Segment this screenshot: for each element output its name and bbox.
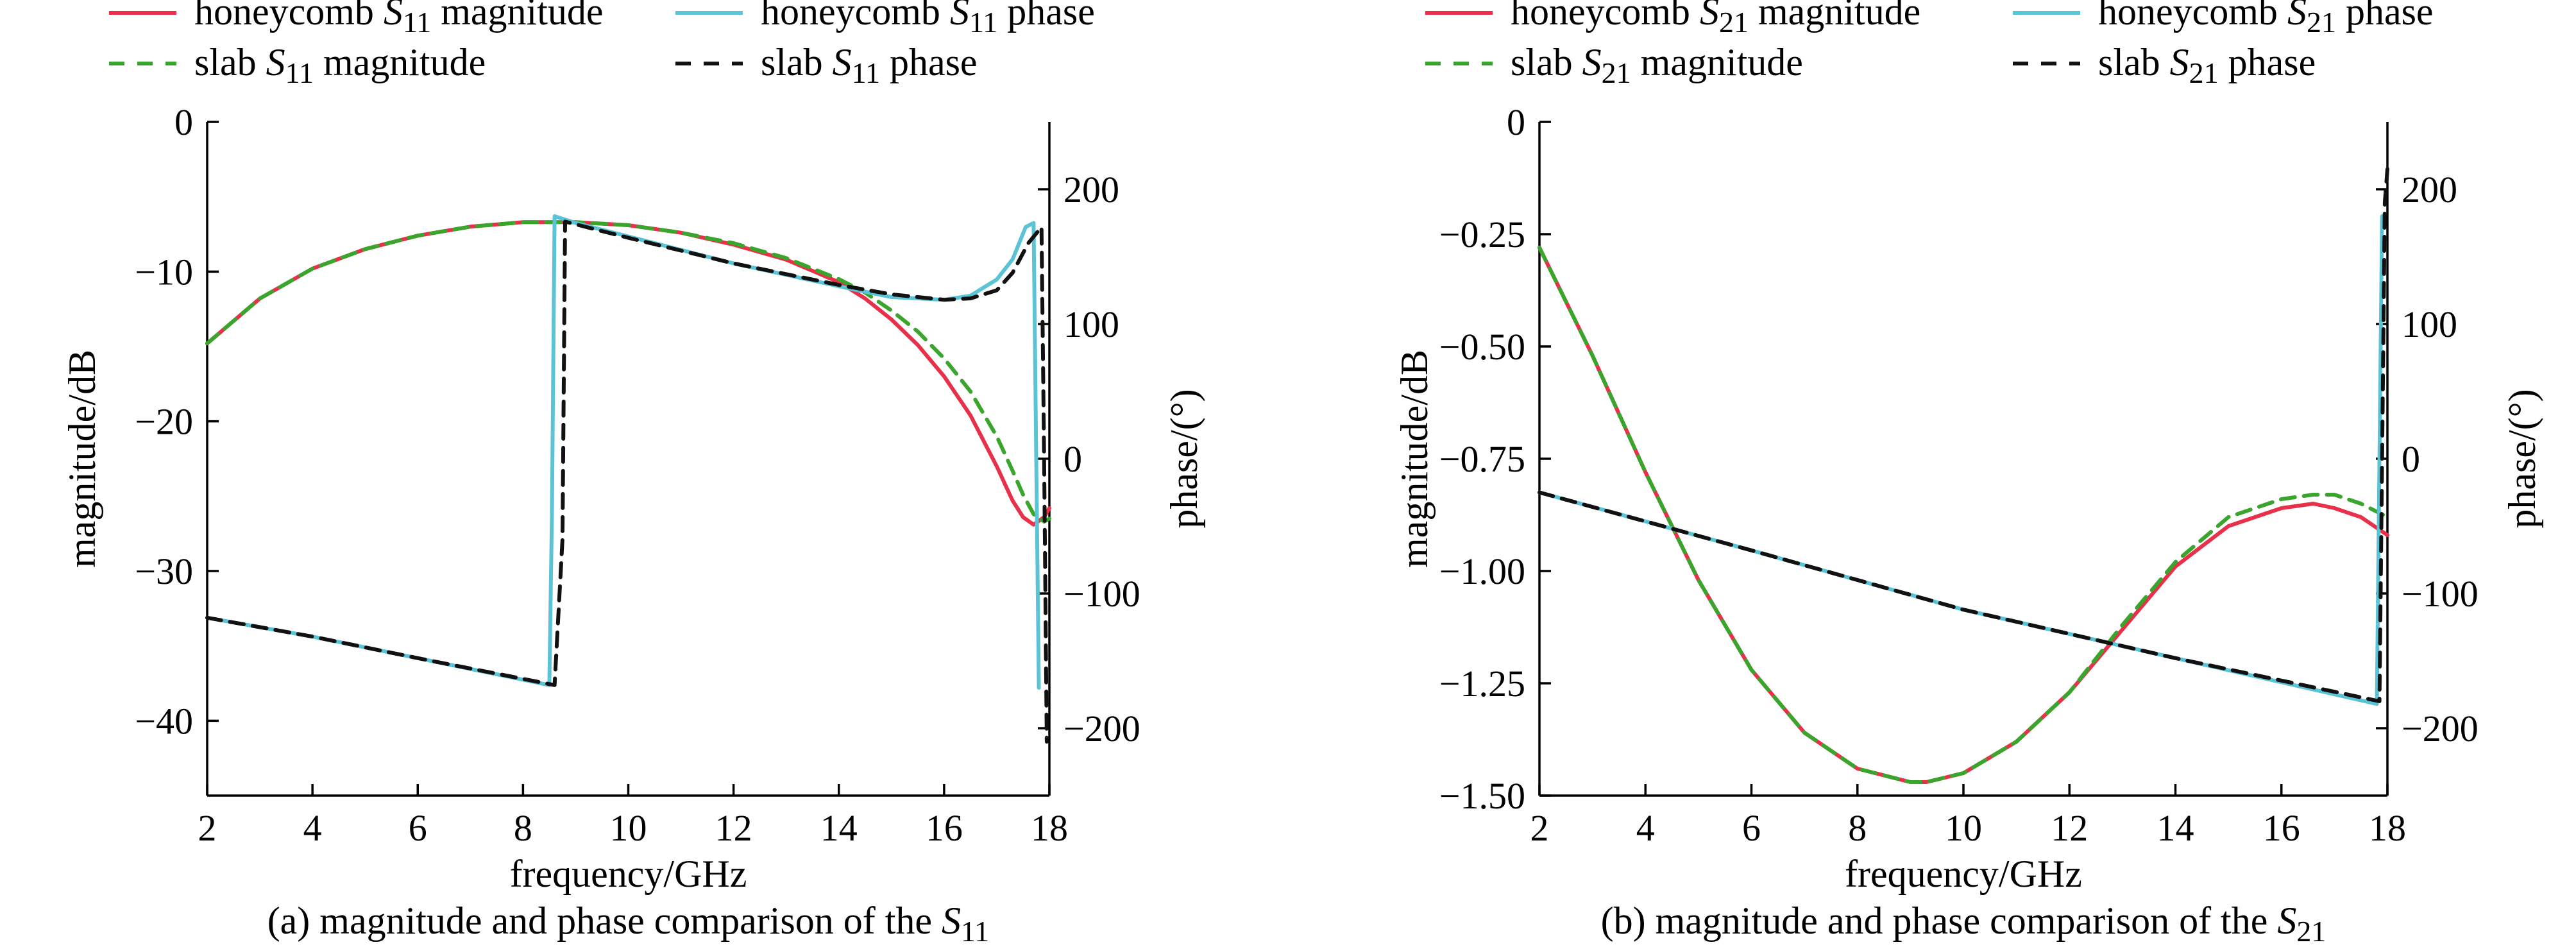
y-tick-label: −0.75 — [1439, 438, 1525, 480]
y-tick-label: −30 — [135, 550, 193, 592]
x-tick-label: 16 — [2263, 807, 2300, 849]
series-line-3 — [205, 219, 1049, 744]
chart-a: 2 4 6 8 10 12 14 16 18 0 −10 −20 −30 −40 200 100 0 −100 −2… — [61, 0, 1205, 947]
y-tick-label: −0.25 — [1439, 214, 1525, 255]
y-tick-label: −0.50 — [1439, 326, 1525, 368]
x-tick-label: 14 — [2157, 807, 2194, 849]
y-tick-label: −20 — [135, 401, 193, 443]
chart-b: 2 4 6 8 10 12 14 16 18 0 −0.25 −0.50 −0.75 −1.00 −1.25… — [1393, 0, 2543, 947]
y2-axis-label: phase/(°) — [2501, 389, 2543, 528]
x-axis-label: frequency/GHz — [1845, 853, 2082, 895]
legend-entry: honeycomb S11 magnitude — [194, 0, 604, 38]
x-tick-label: 12 — [2051, 807, 2088, 849]
x-tick-label: 4 — [1636, 807, 1655, 849]
series-line-0 — [1538, 246, 2389, 784]
x-tick-label: 12 — [715, 807, 752, 849]
series-line-2 — [205, 214, 1041, 690]
series-line-2 — [1538, 214, 2384, 706]
y-tick-label: 0 — [1507, 101, 1525, 143]
legend-entry: honeycomb S21 phase — [2098, 0, 2434, 38]
x-tick-label: 4 — [303, 807, 322, 849]
x-tick-label: 18 — [2369, 807, 2406, 849]
series-line-3 — [1538, 167, 2389, 703]
x-tick-label: 8 — [1848, 807, 1867, 849]
x-tick-label: 2 — [1530, 807, 1549, 849]
x-tick-label: 10 — [610, 807, 647, 849]
series-line-1 — [1538, 246, 2389, 784]
y-tick-label: −1.00 — [1439, 550, 1525, 592]
y-axis-label: magnitude/dB — [1393, 350, 1436, 568]
series-line-1 — [205, 220, 1051, 524]
y2-tick-label: 200 — [2402, 169, 2457, 210]
y2-tick-label: −100 — [2402, 573, 2479, 615]
x-tick-label: 6 — [1742, 807, 1761, 849]
y2-tick-label: −200 — [2402, 708, 2479, 749]
legend-entry: slab S21 phase — [2098, 41, 2316, 89]
panel-caption: (a) magnitude and phase comparison of th… — [267, 900, 990, 947]
y2-tick-label: 0 — [2402, 438, 2420, 480]
panel-caption: (b) magnitude and phase comparison of th… — [1601, 900, 2326, 947]
legend-entry: slab S11 phase — [761, 41, 978, 89]
y-tick-label: −1.25 — [1439, 663, 1525, 704]
y-tick-label: −10 — [135, 251, 193, 293]
x-tick-label: 14 — [820, 807, 858, 849]
x-tick-label: 10 — [1945, 807, 1982, 849]
x-tick-label: 16 — [926, 807, 963, 849]
y-axis-label: magnitude/dB — [61, 350, 103, 568]
x-tick-label: 18 — [1031, 807, 1068, 849]
y-tick-label: 0 — [174, 101, 193, 143]
legend-entry: honeycomb S11 phase — [761, 0, 1095, 38]
x-tick-label: 8 — [514, 807, 532, 849]
x-tick-label: 2 — [198, 807, 217, 849]
x-axis-label: frequency/GHz — [510, 853, 747, 895]
y2-tick-label: 0 — [1063, 438, 1082, 480]
series-line-0 — [205, 220, 1051, 527]
y2-tick-label: 100 — [1063, 303, 1119, 345]
y2-axis-label: phase/(°) — [1163, 389, 1205, 528]
legend-entry: slab S21 magnitude — [1511, 41, 1803, 89]
legend-entry: slab S11 magnitude — [194, 41, 486, 89]
y2-tick-label: −200 — [1063, 708, 1140, 749]
y2-tick-label: 200 — [1063, 169, 1119, 210]
y2-tick-label: 100 — [2402, 303, 2457, 345]
y2-tick-label: −100 — [1063, 573, 1140, 615]
legend-entry: honeycomb S21 magnitude — [1511, 0, 1920, 38]
y-tick-label: −40 — [135, 700, 193, 742]
x-tick-label: 6 — [409, 807, 427, 849]
y-tick-label: −1.50 — [1439, 775, 1525, 817]
